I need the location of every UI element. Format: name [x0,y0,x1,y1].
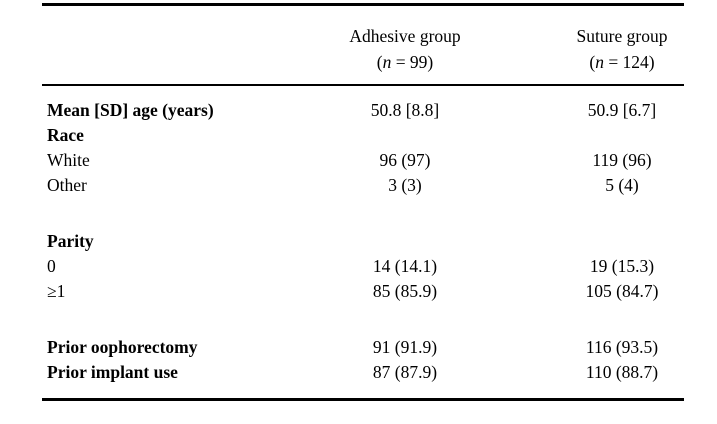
baseline-characteristics-table: Adhesive group (n = 99) Suture group (n … [42,3,684,401]
column-sample-size: (n = 99) [250,49,560,75]
row-label: Prior implant use [47,362,178,382]
cell-suture: 105 (84.7) [585,281,659,301]
table-row-parity-ge1: ≥1 85 (85.9) 105 (84.7) [42,279,684,304]
row-label: Prior oophorectomy [47,337,198,357]
row-label: 0 [47,256,56,276]
paren-open: ( [589,52,596,72]
table-row-race: Race [42,123,684,148]
row-label: Mean [SD] age (years) [47,100,214,120]
n-italic: n [595,52,604,72]
section-spacer [42,198,684,229]
table-bottom-rule [42,398,684,401]
cell-suture: 110 (88.7) [585,362,659,382]
table-top-rule [42,3,684,6]
table-row-parity-0: 0 14 (14.1) 19 (15.3) [42,254,684,279]
table-header-row: Adhesive group (n = 99) Suture group (n … [42,6,684,84]
table-row-other: Other 3 (3) 5 (4) [42,173,684,198]
table-row-parity: Parity [42,229,684,254]
cell-adhesive: 96 (97) [379,150,431,170]
cell-suture: 119 (96) [592,150,652,170]
n-value: = 99) [391,52,434,72]
column-title: Suture group [576,26,668,46]
table-row-white: White 96 (97) 119 (96) [42,148,684,173]
cell-suture: 50.9 [6.7] [587,100,657,120]
cell-adhesive: 85 (85.9) [372,281,438,301]
cell-suture: 116 (93.5) [585,337,659,357]
cell-adhesive: 14 (14.1) [372,256,438,276]
cell-adhesive: 87 (87.9) [372,362,438,382]
column-header-adhesive-group: Adhesive group (n = 99) [250,23,560,75]
row-label: Other [47,175,87,195]
section-spacer [42,304,684,335]
n-value: = 124) [603,52,655,72]
column-title: Adhesive group [349,26,461,46]
row-label: White [47,150,90,170]
cell-adhesive: 3 (3) [388,175,422,195]
cell-adhesive: 91 (91.9) [372,337,438,357]
row-label: Parity [47,231,94,251]
cell-suture: 19 (15.3) [589,256,655,276]
column-sample-size: (n = 124) [560,49,684,75]
row-label: ≥1 [47,281,66,301]
table-row-prior-oophorectomy: Prior oophorectomy 91 (91.9) 116 (93.5) [42,335,684,360]
table-row-mean-age: Mean [SD] age (years) 50.8 [8.8] 50.9 [6… [42,98,684,123]
row-label: Race [47,125,84,145]
table-body: Mean [SD] age (years) 50.8 [8.8] 50.9 [6… [42,86,684,398]
n-italic: n [382,52,392,72]
paren-open: ( [376,52,383,72]
table-header-rule [42,84,684,86]
cell-adhesive: 50.8 [8.8] [370,100,440,120]
table-row-prior-implant-use: Prior implant use 87 (87.9) 110 (88.7) [42,360,684,385]
cell-suture: 5 (4) [605,175,639,195]
column-header-suture-group: Suture group (n = 124) [560,23,684,75]
